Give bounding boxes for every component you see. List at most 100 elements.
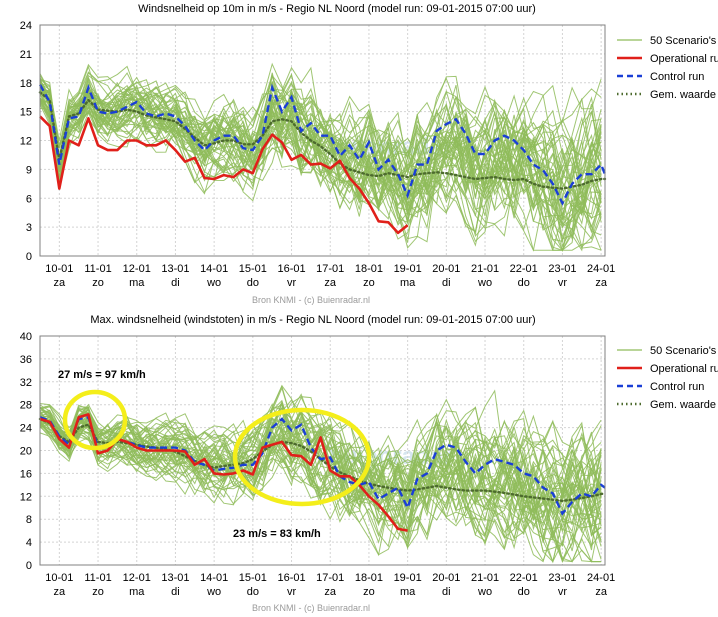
x-tick-date-label: 24-01 [587,572,615,584]
x-tick-day-label: wo [206,586,221,598]
x-tick-date-label: 12-01 [123,263,151,275]
wind-gust-chart: Max. windsnelheid (windstoten) in m/s - … [20,314,718,613]
annotation-gust-early: 27 m/s = 97 km/h [58,369,146,381]
highlight-circle-gust-early [62,389,128,451]
legend-label-operational: Operational run [650,53,718,65]
x-tick-day-label: za [324,586,337,598]
y-tick-label: 4 [26,537,32,549]
x-tick-date-label: 11-01 [84,572,111,584]
x-tick-day-label: zo [363,586,375,598]
x-tick-day-label: ma [400,277,416,289]
annotation-gust-peak: 23 m/s = 83 km/h [233,528,321,540]
chart-title: Max. windsnelheid (windstoten) in m/s - … [90,314,535,326]
x-tick-date-label: 22-01 [510,263,538,275]
plot-frame [39,24,606,257]
scenario-line [39,66,602,217]
x-tick-day-label: di [171,586,180,598]
x-tick-date-label: 20-01 [432,263,460,275]
x-tick-day-label: za [324,277,337,289]
scenario-line [39,418,602,563]
x-tick-day-label: do [518,277,530,289]
x-tick-day-label: ma [129,586,145,598]
y-tick-label: 0 [26,251,32,263]
x-tick-date-label: 24-01 [587,263,615,275]
x-tick-day-label: do [247,586,259,598]
x-tick-day-label: ma [400,586,416,598]
y-tick-label: 28 [20,400,32,412]
chart-title: Windsnelheid op 10m in m/s - Regio NL No… [138,3,536,15]
y-tick-label: 18 [20,78,32,90]
x-tick-date-label: 11-01 [84,263,111,275]
scenario-line [39,407,602,536]
y-tick-label: 21 [20,49,32,61]
x-tick-day-label: di [171,277,180,289]
x-tick-date-label: 18-01 [355,572,383,584]
x-tick-day-label: vr [558,586,568,598]
scenario-line [39,401,602,544]
x-tick-date-label: 17-01 [316,263,344,275]
x-tick-date-label: 23-01 [548,572,576,584]
source-credit: Bron KNMI - (c) Buienradar.nl [252,295,370,305]
x-tick-date-label: 13-01 [161,263,189,275]
x-tick-date-label: 22-01 [510,572,538,584]
x-tick-date-label: 14-01 [200,263,228,275]
x-tick-day-label: vr [558,277,568,289]
wind-speed-chart: Windsnelheid op 10m in m/s - Regio NL No… [20,3,718,305]
mean-line [38,91,607,190]
x-tick-day-label: zo [363,277,375,289]
x-tick-day-label: vr [287,277,297,289]
x-tick-day-label: vr [287,586,297,598]
x-tick-date-label: 20-01 [432,572,460,584]
legend-label-control: Control run [650,381,704,393]
x-tick-day-label: za [595,277,608,289]
scenario-line [39,414,602,556]
source-credit: Bron KNMI - (c) Buienradar.nl [252,603,370,613]
x-tick-day-label: za [54,277,67,289]
legend-label-scenarios: 50 Scenario's [650,345,717,357]
x-tick-date-label: 19-01 [394,572,422,584]
scenario-line [39,406,602,531]
x-tick-date-label: 21-01 [471,572,499,584]
y-tick-label: 40 [20,331,32,343]
x-tick-date-label: 21-01 [471,263,499,275]
y-tick-label: 15 [20,107,32,119]
x-tick-day-label: di [442,277,451,289]
x-tick-day-label: za [595,586,608,598]
scenario-line [39,82,602,242]
scenario-line [39,404,602,538]
y-tick-label: 6 [26,193,32,205]
legend-label-mean: Gem. waarde [650,399,716,411]
y-tick-label: 12 [20,136,32,148]
x-tick-date-label: 19-01 [394,263,422,275]
y-tick-label: 16 [20,468,32,480]
legend: 50 Scenario's Operational run Control ru… [617,35,718,101]
x-tick-date-label: 16-01 [277,572,305,584]
y-tick-label: 24 [20,20,32,32]
x-tick-date-label: 18-01 [355,263,383,275]
x-tick-day-label: ma [129,277,145,289]
x-tick-day-label: do [247,277,259,289]
x-tick-day-label: wo [477,277,492,289]
plot-frame [39,335,606,566]
highlight-circle-gust-peak [232,407,372,507]
operational-run-line [39,115,409,235]
x-tick-date-label: 15-01 [239,572,267,584]
y-tick-label: 3 [26,222,32,234]
y-tick-label: 20 [20,446,32,458]
x-tick-date-label: 13-01 [161,572,189,584]
legend-label-mean: Gem. waarde [650,89,716,101]
x-tick-date-label: 15-01 [239,263,267,275]
x-tick-day-label: za [54,586,67,598]
y-tick-label: 32 [20,377,32,389]
mean-line [38,417,607,503]
legend-label-scenarios: 50 Scenario's [650,35,717,47]
y-tick-label: 12 [20,491,32,503]
y-tick-label: 36 [20,354,32,366]
x-tick-day-label: wo [477,586,492,598]
y-tick-label: 24 [20,423,32,435]
scenario-line [39,409,602,544]
y-tick-label: 0 [26,560,32,572]
control-run-line [38,83,607,206]
y-tick-label: 9 [26,164,32,176]
